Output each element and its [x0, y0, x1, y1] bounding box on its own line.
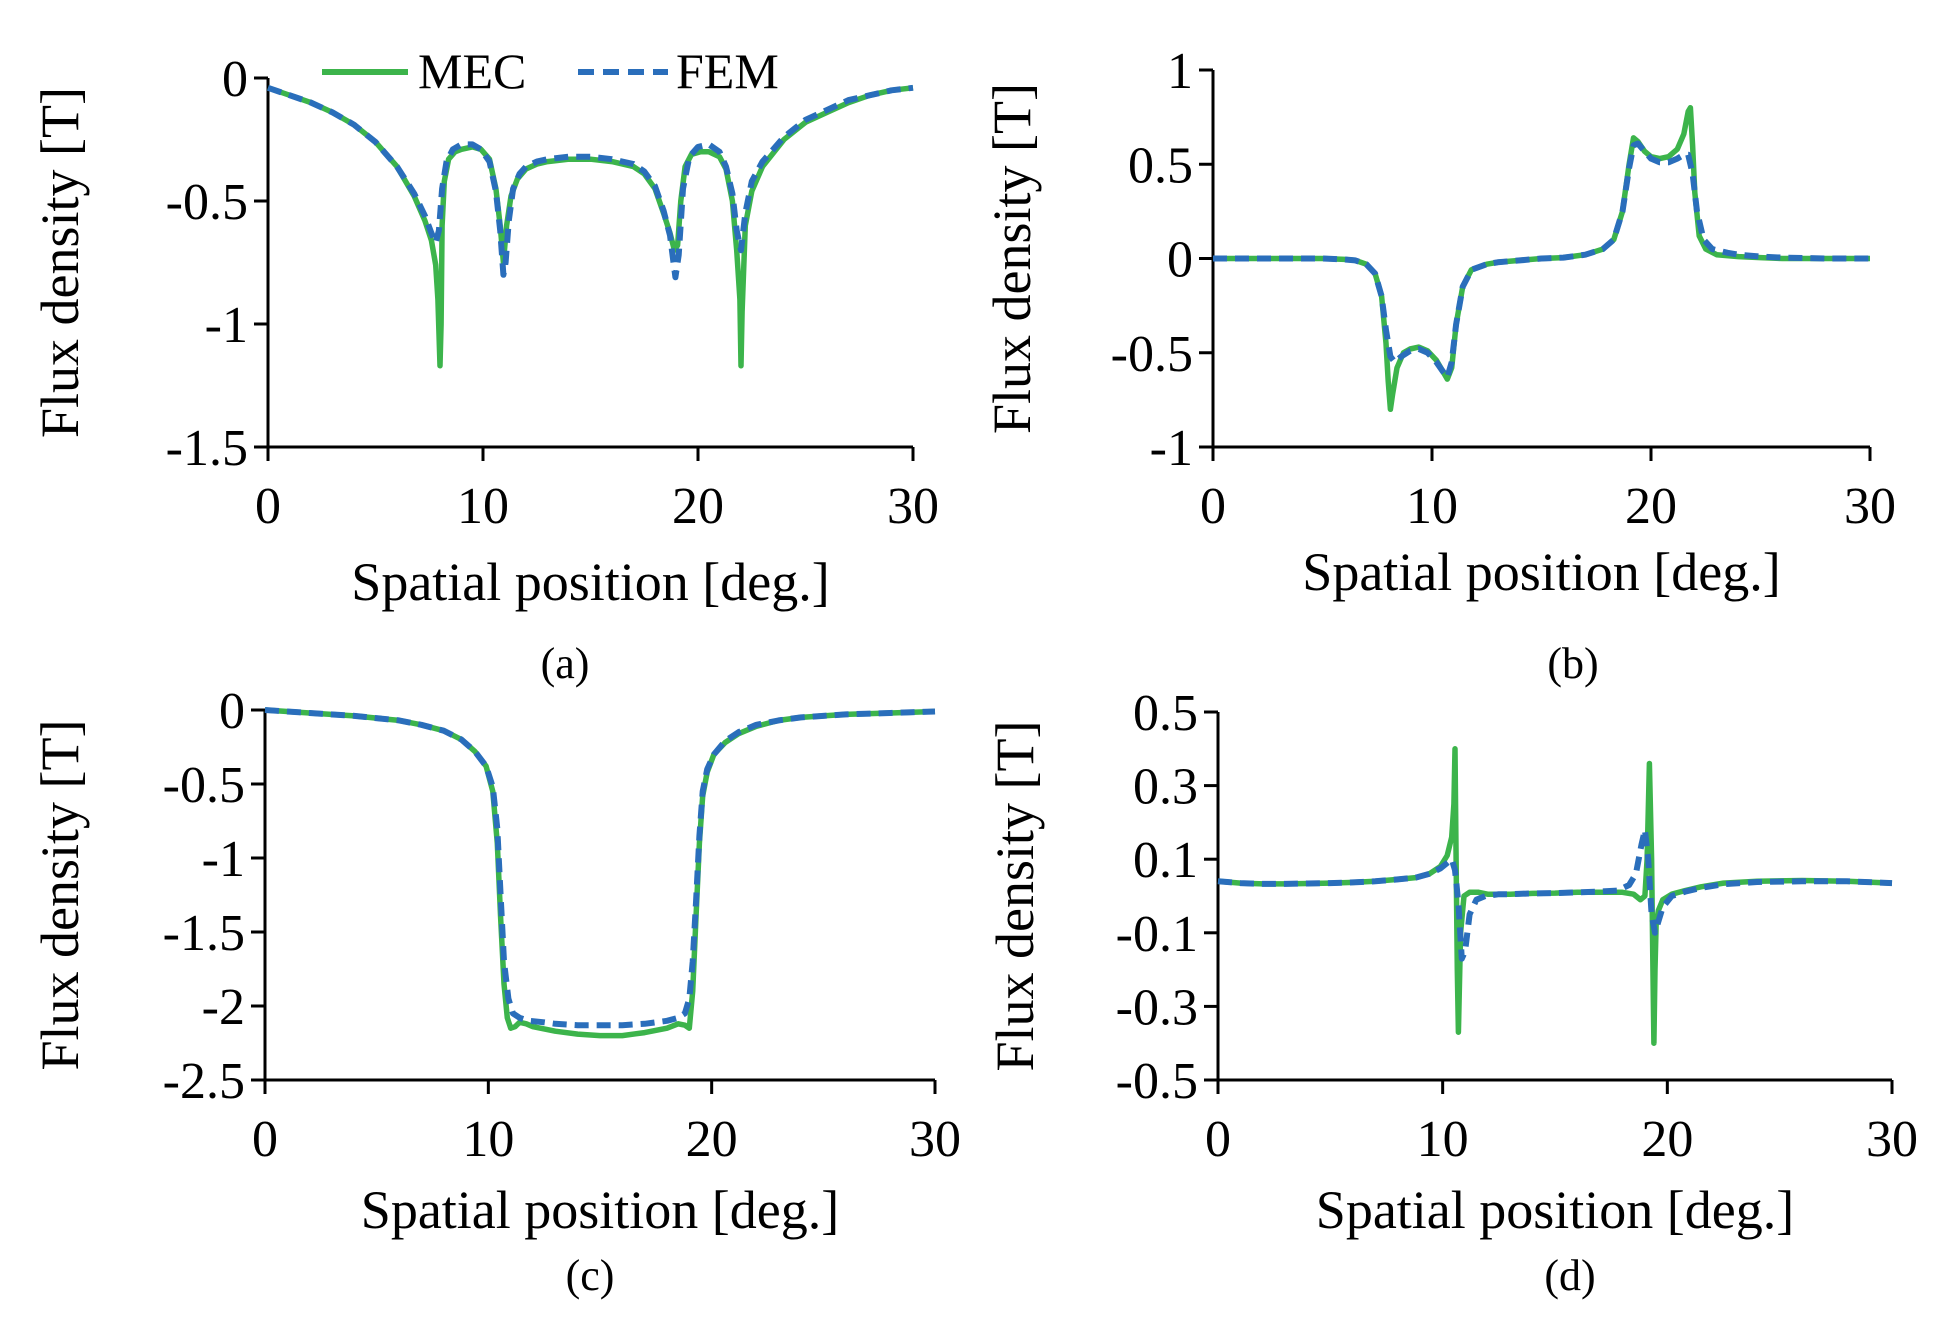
y-tick-label: -0.5: [163, 757, 245, 814]
y-tick-label: 1: [1167, 43, 1193, 100]
series-line-fem: [264, 707, 936, 1029]
y-tick-label: 0.5: [1128, 137, 1193, 194]
y-tick-label: -1: [205, 297, 248, 354]
panel-label: (d): [1544, 1251, 1595, 1300]
x-tick-label: 10: [462, 1111, 514, 1168]
y-tick-label: 0.1: [1133, 832, 1198, 889]
series-line-fem: [1213, 140, 1870, 381]
x-tick-label: 30: [1866, 1111, 1918, 1168]
x-tick-label: 20: [672, 478, 724, 535]
series-line-mec: [1217, 746, 1893, 1046]
y-tick-label: -0.5: [166, 174, 248, 231]
y-axis-label: Flux density [T]: [30, 87, 90, 438]
y-tick-label: -0.3: [1116, 979, 1198, 1036]
y-tick-label: -1: [202, 831, 245, 888]
x-tick-label: 0: [255, 478, 281, 535]
x-axis-label: Spatial position [deg.]: [351, 552, 829, 612]
y-axis-label: Flux density [T]: [982, 83, 1042, 434]
y-tick-label: -1.5: [166, 420, 248, 477]
y-tick-label: -0.1: [1116, 906, 1198, 963]
y-tick-label: 0: [219, 683, 245, 740]
panel-label: (b): [1547, 639, 1598, 688]
x-axis-label: Spatial position [deg.]: [1302, 542, 1780, 602]
panel-d: 0 10 20 30 0.5 0.3 0.1 -0.1 -0.3 -0.5 Spatial posi…: [985, 685, 1918, 1300]
y-tick-label: -0.5: [1111, 326, 1193, 383]
x-tick-label: 30: [887, 478, 939, 535]
x-tick-label: 30: [909, 1111, 961, 1168]
legend: MEC FEM: [322, 43, 779, 99]
x-tick-label: 10: [457, 478, 509, 535]
y-tick-label: 0.3: [1133, 759, 1198, 816]
x-tick-label: 10: [1406, 478, 1458, 535]
y-axis-label: Flux density [T]: [985, 721, 1045, 1072]
panel-label: (a): [541, 639, 590, 688]
series-line-mec: [264, 707, 936, 1039]
x-tick-label: 30: [1844, 478, 1896, 535]
x-tick-label: 20: [686, 1111, 738, 1168]
x-tick-label: 20: [1641, 1111, 1693, 1168]
series-line-fem: [1217, 826, 1893, 962]
series-line-fem: [267, 84, 914, 281]
y-tick-label: -1: [1150, 420, 1193, 477]
panel-c: 0 10 20 30 0 -0.5 -1 -1.5 -2 -2.5 Spatial position…: [30, 683, 961, 1300]
x-axis-label: Spatial position [deg.]: [1316, 1180, 1794, 1240]
y-axis-label: Flux density [T]: [30, 720, 90, 1071]
y-tick-label: -1.5: [163, 905, 245, 962]
panel-a: 0 10 20 30 0 -0.5 -1 -1.5 Spatial position [deg.…: [30, 51, 939, 688]
x-tick-label: 0: [1200, 478, 1226, 535]
series-line-mec: [267, 85, 914, 369]
y-tick-label: -2: [202, 979, 245, 1036]
y-tick-label: -0.5: [1116, 1053, 1198, 1110]
y-tick-label: -2.5: [163, 1053, 245, 1110]
x-axis-label: Spatial position [deg.]: [361, 1180, 839, 1240]
legend-fem-label: FEM: [676, 43, 779, 99]
x-tick-label: 0: [1205, 1111, 1231, 1168]
panel-label: (c): [566, 1251, 615, 1300]
y-tick-label: 0.5: [1133, 685, 1198, 742]
x-tick-label: 10: [1417, 1111, 1469, 1168]
x-tick-label: 20: [1625, 478, 1677, 535]
panel-b: 0 10 20 30 1 0.5 0 -0.5 -1 Spatial position [deg.…: [982, 43, 1896, 688]
y-tick-label: 0: [222, 51, 248, 108]
y-tick-label: 0: [1167, 232, 1193, 289]
legend-mec-label: MEC: [418, 43, 526, 99]
x-tick-label: 0: [252, 1111, 278, 1168]
